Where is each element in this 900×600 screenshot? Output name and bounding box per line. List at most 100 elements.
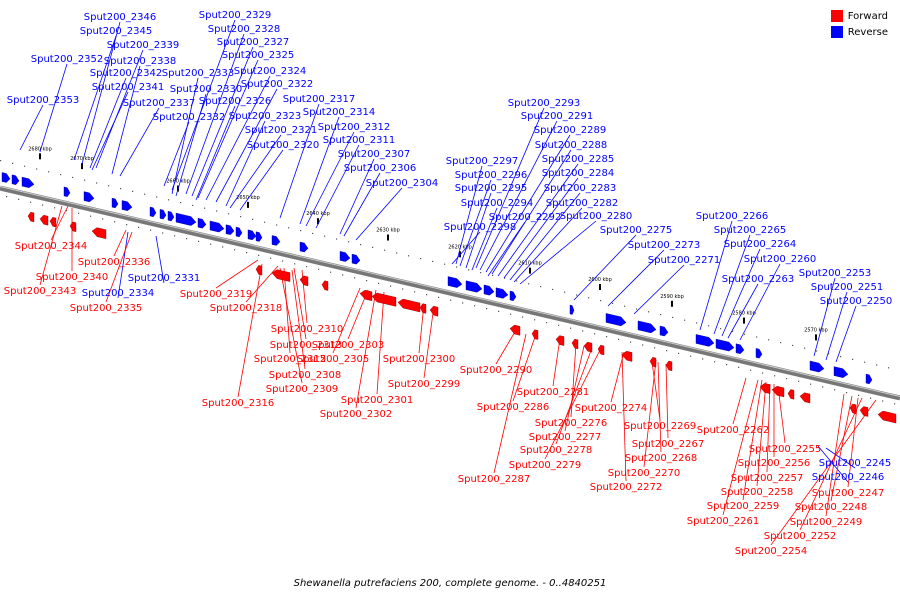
forward-gene-label[interactable]: Sput200_2258 xyxy=(721,487,794,498)
reverse-gene-label[interactable]: Sput200_2282 xyxy=(546,198,619,209)
reverse-gene-arrow[interactable] xyxy=(339,251,351,262)
forward-gene-label[interactable]: Sput200_2336 xyxy=(78,257,151,268)
reverse-gene-label[interactable]: Sput200_2352 xyxy=(31,54,104,65)
forward-gene-label[interactable]: Sput200_2269 xyxy=(624,421,697,432)
forward-gene-label[interactable]: Sput200_2254 xyxy=(735,546,808,557)
reverse-gene-arrow[interactable] xyxy=(755,348,763,359)
forward-gene-label[interactable]: Sput200_2300 xyxy=(383,354,456,365)
forward-gene-label[interactable]: Sput200_2315 xyxy=(254,354,327,365)
reverse-gene-arrow[interactable] xyxy=(247,229,257,241)
forward-gene-label[interactable]: Sput200_2319 xyxy=(180,289,253,300)
forward-gene-label[interactable]: Sput200_2303 xyxy=(312,340,385,351)
forward-gene-arrow[interactable] xyxy=(649,357,657,368)
forward-gene-label[interactable]: Sput200_2302 xyxy=(320,409,393,420)
reverse-gene-arrow[interactable] xyxy=(159,209,167,220)
reverse-gene-arrow[interactable] xyxy=(447,276,463,288)
forward-gene-arrow[interactable] xyxy=(771,386,785,398)
forward-gene-label[interactable]: Sput200_2343 xyxy=(4,286,77,297)
reverse-gene-label[interactable]: Sput200_2291 xyxy=(521,111,594,122)
reverse-gene-arrow[interactable] xyxy=(605,313,627,327)
reverse-gene-arrow[interactable] xyxy=(11,174,20,185)
reverse-gene-label[interactable]: Sput200_2250 xyxy=(820,296,893,307)
reverse-gene-arrow[interactable] xyxy=(659,325,669,337)
reverse-gene-label[interactable]: Sput200_2331 xyxy=(128,273,201,284)
reverse-gene-arrow[interactable] xyxy=(121,200,133,211)
reverse-gene-label[interactable]: Sput200_2275 xyxy=(600,225,673,236)
reverse-gene-label[interactable]: Sput200_2304 xyxy=(366,178,439,189)
reverse-gene-label[interactable]: Sput200_2298 xyxy=(444,222,517,233)
reverse-gene-label[interactable]: Sput200_2338 xyxy=(104,56,177,67)
reverse-gene-arrow[interactable] xyxy=(695,334,715,347)
reverse-gene-label[interactable]: Sput200_2320 xyxy=(247,140,320,151)
forward-gene-arrow[interactable] xyxy=(665,360,673,372)
forward-gene-arrow[interactable] xyxy=(859,406,869,417)
forward-gene-label[interactable]: Sput200_2267 xyxy=(632,439,705,450)
reverse-gene-label[interactable]: Sput200_2322 xyxy=(241,79,314,90)
forward-gene-arrow[interactable] xyxy=(571,338,579,350)
forward-gene-arrow[interactable] xyxy=(877,410,897,424)
reverse-gene-arrow[interactable] xyxy=(83,191,95,203)
forward-gene-label[interactable]: Sput200_2290 xyxy=(460,365,533,376)
reverse-gene-label[interactable]: Sput200_2334 xyxy=(82,288,155,299)
reverse-gene-arrow[interactable] xyxy=(509,290,517,301)
reverse-gene-label[interactable]: Sput200_2314 xyxy=(303,107,376,118)
reverse-gene-arrow[interactable] xyxy=(209,220,225,233)
forward-gene-label[interactable]: Sput200_2286 xyxy=(477,402,550,413)
reverse-gene-label[interactable]: Sput200_2266 xyxy=(696,211,769,222)
reverse-gene-label[interactable]: Sput200_2345 xyxy=(80,26,153,37)
reverse-gene-label[interactable]: Sput200_2295 xyxy=(455,183,528,194)
forward-gene-arrow[interactable] xyxy=(359,289,373,302)
reverse-gene-arrow[interactable] xyxy=(271,235,281,246)
forward-gene-label[interactable]: Sput200_2313 xyxy=(270,340,343,351)
reverse-gene-label[interactable]: Sput200_2251 xyxy=(811,282,884,293)
forward-gene-arrow[interactable] xyxy=(555,335,565,346)
reverse-gene-arrow[interactable] xyxy=(865,373,873,385)
reverse-gene-arrow[interactable] xyxy=(167,210,175,222)
reverse-gene-label[interactable]: Sput200_2339 xyxy=(107,40,180,51)
forward-gene-label[interactable]: Sput200_2310 xyxy=(271,324,344,335)
forward-gene-arrow[interactable] xyxy=(531,329,539,340)
reverse-gene-label[interactable]: Sput200_2327 xyxy=(217,37,290,48)
reverse-gene-arrow[interactable] xyxy=(175,212,197,226)
forward-gene-label[interactable]: Sput200_2256 xyxy=(738,458,811,469)
reverse-gene-label[interactable]: Sput200_2292 xyxy=(489,212,562,223)
reverse-gene-arrow[interactable] xyxy=(149,206,157,217)
forward-gene-label[interactable]: Sput200_2248 xyxy=(795,502,868,513)
forward-gene-arrow[interactable] xyxy=(39,214,49,226)
reverse-gene-arrow[interactable] xyxy=(197,217,207,229)
forward-gene-arrow[interactable] xyxy=(371,292,397,307)
reverse-gene-arrow[interactable] xyxy=(569,304,575,315)
forward-gene-arrow[interactable] xyxy=(91,227,107,239)
reverse-gene-arrow[interactable] xyxy=(483,284,495,296)
forward-gene-label[interactable]: Sput200_2252 xyxy=(764,531,837,542)
reverse-gene-label[interactable]: Sput200_2296 xyxy=(455,170,528,181)
forward-gene-arrow[interactable] xyxy=(799,392,811,404)
forward-gene-label[interactable]: Sput200_2261 xyxy=(687,516,760,527)
forward-gene-label[interactable]: Sput200_2340 xyxy=(36,272,109,283)
reverse-gene-label[interactable]: Sput200_2294 xyxy=(461,198,534,209)
reverse-gene-label[interactable]: Sput200_2293 xyxy=(508,98,581,109)
forward-gene-label[interactable]: Sput200_2278 xyxy=(520,445,593,456)
reverse-gene-label[interactable]: Sput200_2289 xyxy=(534,125,607,136)
reverse-gene-label[interactable]: Sput200_2246 xyxy=(812,472,885,483)
reverse-gene-arrow[interactable] xyxy=(235,226,243,238)
reverse-gene-arrow[interactable] xyxy=(833,366,849,378)
reverse-gene-arrow[interactable] xyxy=(1,172,11,183)
reverse-gene-label[interactable]: Sput200_2326 xyxy=(199,96,272,107)
reverse-gene-arrow[interactable] xyxy=(255,231,263,242)
reverse-gene-arrow[interactable] xyxy=(299,241,309,253)
reverse-gene-arrow[interactable] xyxy=(715,338,735,352)
reverse-gene-label[interactable]: Sput200_2306 xyxy=(344,163,417,174)
reverse-gene-label[interactable]: Sput200_2328 xyxy=(208,24,281,35)
forward-gene-label[interactable]: Sput200_2308 xyxy=(269,370,342,381)
forward-gene-label[interactable]: Sput200_2281 xyxy=(517,387,590,398)
forward-gene-label[interactable]: Sput200_2249 xyxy=(790,517,863,528)
forward-gene-label[interactable]: Sput200_2274 xyxy=(575,403,648,414)
forward-gene-label[interactable]: Sput200_2255 xyxy=(749,444,822,455)
reverse-gene-arrow[interactable] xyxy=(465,280,483,293)
forward-gene-label[interactable]: Sput200_2344 xyxy=(15,241,88,252)
reverse-gene-arrow[interactable] xyxy=(351,253,361,265)
forward-gene-arrow[interactable] xyxy=(429,305,439,317)
reverse-gene-label[interactable]: Sput200_2283 xyxy=(544,183,617,194)
reverse-gene-label[interactable]: Sput200_2253 xyxy=(799,268,872,279)
